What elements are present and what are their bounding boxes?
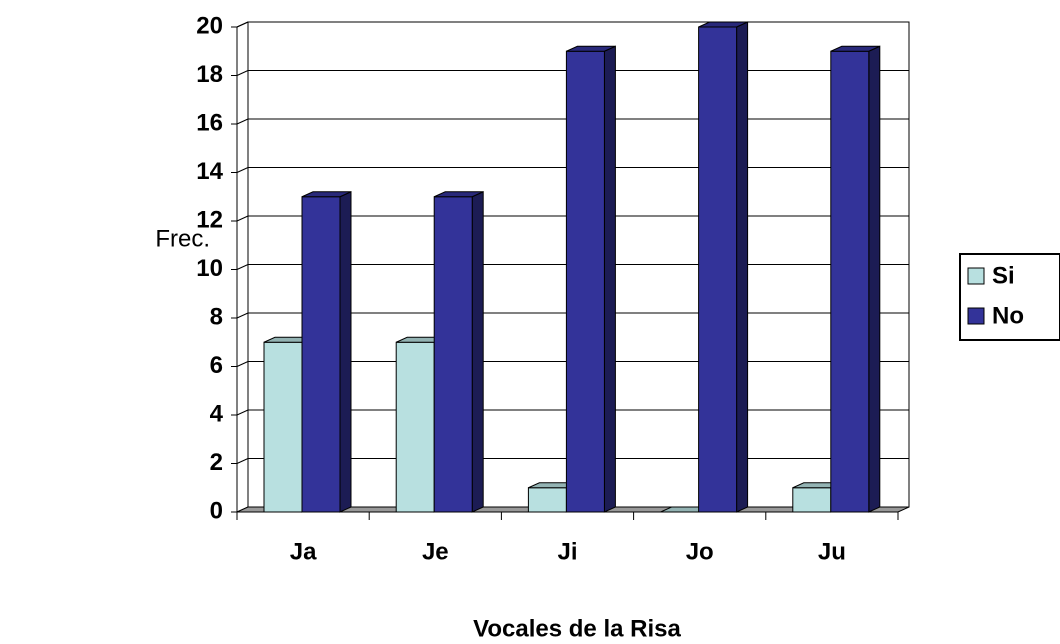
grid-line-side: [236, 21, 249, 28]
grid-line-side: [236, 361, 249, 367]
bar: [792, 487, 832, 513]
y-axis-label: Frec.: [155, 225, 210, 252]
bar-side: [471, 190, 484, 513]
bar-top: [698, 21, 748, 28]
bar-top: [433, 191, 484, 198]
grid-line-side: [236, 70, 249, 76]
grid-line-side: [236, 167, 249, 173]
x-tick-label: Ji: [557, 538, 577, 565]
legend-swatch: [967, 307, 985, 325]
bar-side: [603, 45, 616, 513]
bar: [301, 196, 341, 513]
x-tick-label: Je: [422, 538, 449, 565]
bar: [433, 196, 473, 513]
y-tick-label: 2: [210, 449, 223, 476]
grid-line-side: [236, 458, 249, 464]
legend-swatch: [967, 267, 985, 285]
grid-line-side: [236, 312, 249, 319]
y-tick-label: 14: [196, 158, 223, 185]
bar-top: [830, 45, 881, 52]
bar: [263, 341, 303, 513]
grid-line-side: [236, 264, 249, 270]
bar-side: [736, 21, 749, 513]
x-axis-label: Vocales de la Risa: [473, 615, 681, 642]
legend-label: No: [992, 302, 1024, 329]
grid-line-side: [236, 118, 249, 125]
x-tick-label: Ja: [290, 538, 317, 565]
y-tick-label: 10: [196, 255, 223, 282]
bar-side: [339, 190, 352, 513]
bar: [527, 487, 567, 513]
grid-line-side: [236, 409, 249, 416]
y-tick-label: 8: [210, 303, 223, 330]
bar-top: [301, 191, 352, 198]
x-tick-label: Jo: [686, 538, 714, 565]
y-tick-label: 20: [196, 12, 223, 39]
y-tick-label: 6: [210, 352, 223, 379]
bar: [830, 50, 870, 513]
bar: [395, 341, 435, 513]
grid-line-side: [236, 215, 249, 222]
y-tick-label: 4: [210, 400, 224, 427]
bar-top: [566, 45, 616, 52]
y-tick-label: 18: [196, 61, 223, 88]
y-tick-label: 16: [196, 109, 223, 136]
legend-label: Si: [992, 262, 1015, 289]
bar-side: [868, 45, 881, 513]
y-tick-label: 12: [196, 206, 223, 233]
x-tick-label: Ju: [818, 538, 846, 565]
y-tick-label: 0: [210, 497, 223, 524]
bar: [698, 26, 738, 513]
bar: [565, 50, 605, 513]
